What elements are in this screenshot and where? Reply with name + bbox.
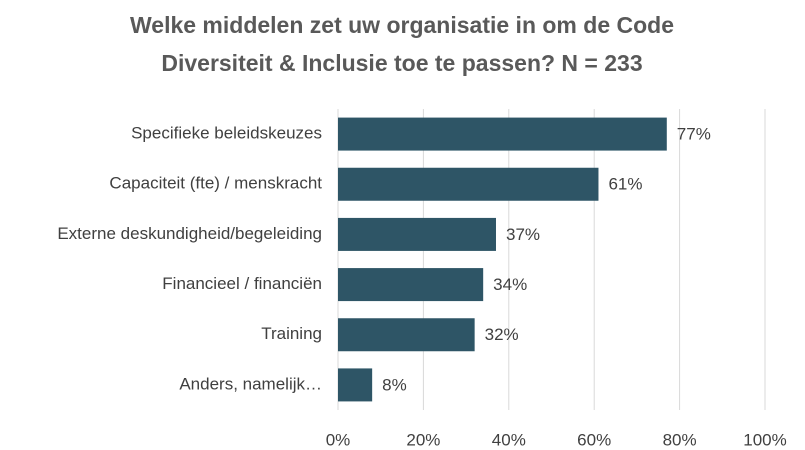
bar (338, 117, 667, 151)
bar (338, 318, 475, 352)
x-tick-label: 60% (577, 430, 611, 449)
bar (338, 268, 484, 302)
x-tick-label: 20% (406, 430, 440, 449)
data-label: 61% (608, 175, 642, 194)
data-label: 8% (382, 375, 407, 394)
y-tick-label: Anders, namelijk… (179, 374, 322, 393)
y-tick-label: Externe deskundigheid/begeleiding (57, 224, 322, 243)
chart-title: Welke middelen zet uw organisatie in om … (129, 12, 674, 76)
bar (338, 167, 599, 201)
data-label: 32% (485, 325, 519, 344)
x-tick-label: 100% (743, 430, 786, 449)
bar (338, 217, 496, 251)
x-tick-label: 80% (663, 430, 697, 449)
data-label: 34% (493, 275, 527, 294)
y-tick-label: Financieel / financiën (162, 274, 322, 293)
data-label: 37% (506, 225, 540, 244)
y-tick-label: Specifieke beleidskeuzes (131, 124, 322, 143)
x-tick-label: 40% (492, 430, 526, 449)
x-tick-label: 0% (326, 430, 351, 449)
y-tick-label: Capaciteit (fte) / menskracht (109, 174, 322, 193)
y-tick-label: Training (261, 324, 322, 343)
bar (338, 368, 373, 402)
data-label: 77% (677, 125, 711, 144)
